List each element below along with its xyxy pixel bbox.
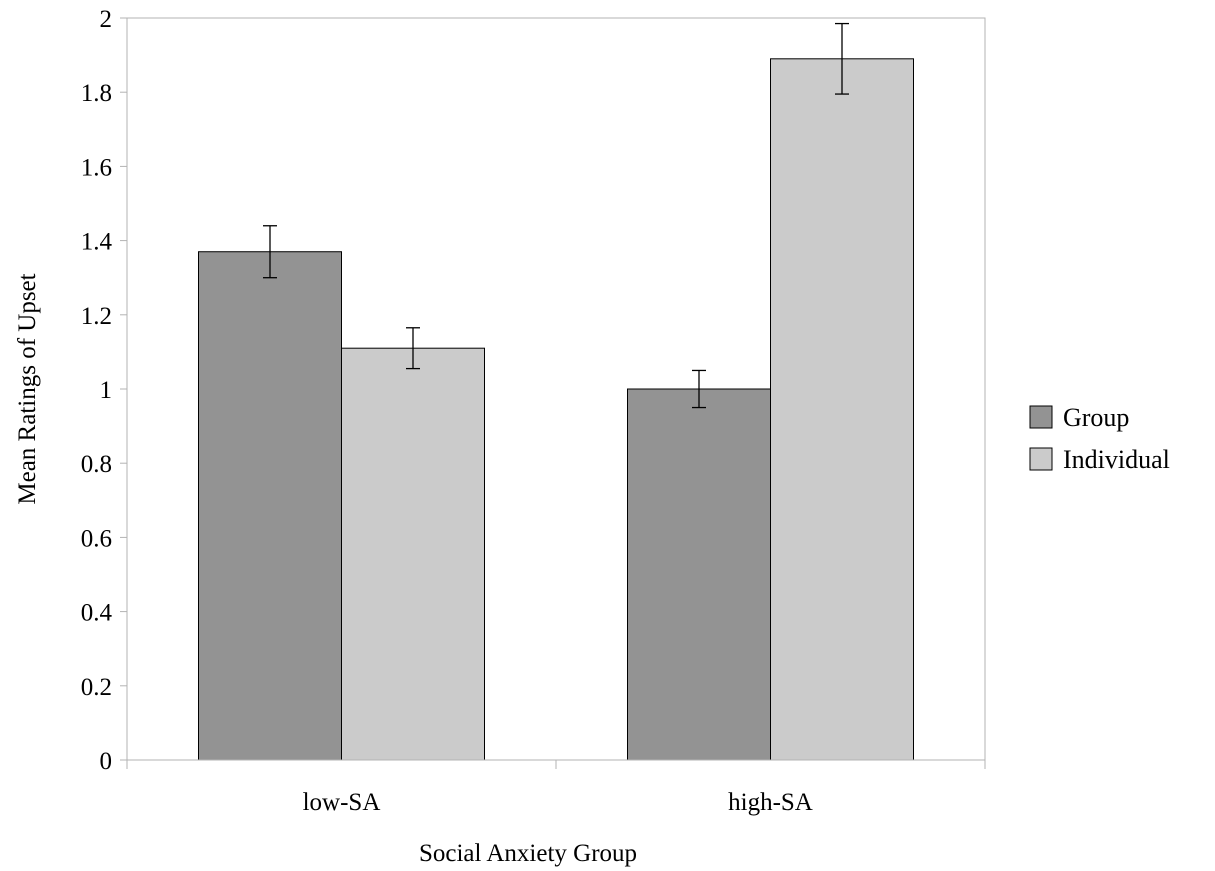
y-tick-label: 1.4 — [81, 229, 113, 256]
y-tick-label: 0.6 — [81, 525, 112, 552]
legend-swatch — [1029, 447, 1053, 471]
y-tick-label: 1.2 — [81, 303, 112, 330]
legend-swatch — [1029, 405, 1053, 429]
x-tick-label: low-SA — [303, 789, 381, 816]
y-tick-label: 1.8 — [81, 80, 112, 107]
y-tick-label: 0.8 — [81, 451, 112, 478]
legend-label: Group — [1063, 403, 1129, 432]
y-axis: 0 0.2 0.4 0.6 0.8 1 1.2 1.4 1.6 1.8 2 — [81, 6, 127, 775]
y-tick-label: 1.6 — [81, 154, 112, 181]
bar — [770, 58, 914, 761]
bars — [198, 58, 914, 761]
error-bars — [263, 22, 849, 409]
y-tick-label: 1 — [100, 377, 113, 404]
bar — [341, 347, 485, 761]
legend: Group Individual — [1029, 403, 1170, 474]
bar — [627, 388, 771, 761]
y-tick-label: 0 — [100, 748, 113, 775]
x-axis: low-SA high-SA — [126, 760, 986, 816]
bar — [198, 251, 342, 761]
y-axis-title: Mean Ratings of Upset — [14, 273, 41, 504]
legend-label: Individual — [1063, 445, 1170, 474]
x-tick-label: high-SA — [728, 789, 813, 816]
y-tick-label: 2 — [100, 6, 113, 33]
y-tick-label: 0.4 — [81, 600, 113, 627]
x-axis-title: Social Anxiety Group — [419, 840, 637, 867]
y-tick-label: 0.2 — [81, 674, 112, 701]
